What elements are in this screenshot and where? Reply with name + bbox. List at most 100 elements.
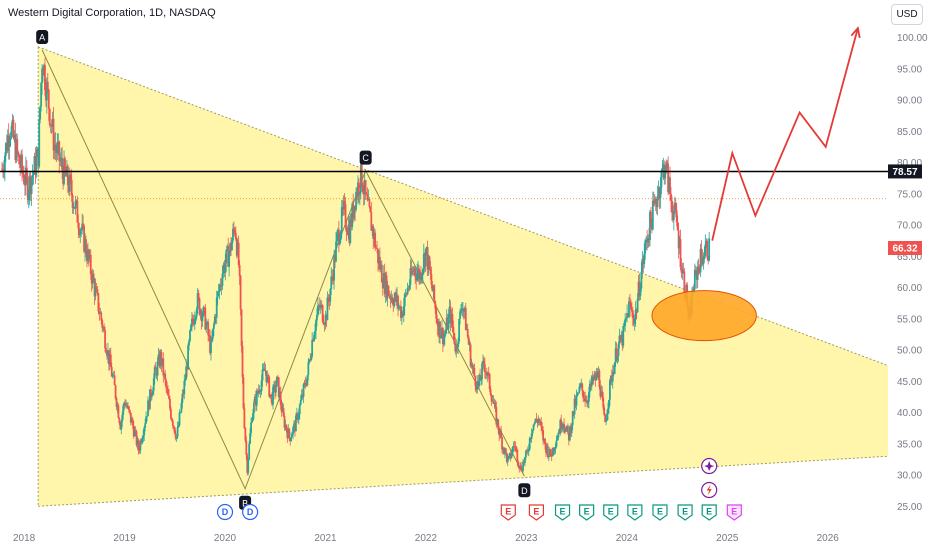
candle	[147, 396, 149, 417]
candle	[600, 384, 603, 397]
candle-body	[442, 337, 445, 345]
candle	[616, 354, 619, 364]
candle	[280, 399, 283, 417]
candle-body	[707, 257, 710, 261]
candle-body	[192, 321, 195, 325]
candle-body	[441, 327, 443, 337]
candle-body	[493, 402, 496, 404]
candle-body	[682, 269, 685, 272]
candle-body	[75, 200, 78, 202]
candle-body	[626, 313, 628, 318]
candle-body	[681, 269, 684, 273]
y-tick-label: 50.00	[897, 346, 922, 357]
candle	[413, 265, 416, 277]
candle-body	[341, 207, 344, 210]
candle-body	[129, 412, 132, 423]
candle-body	[557, 432, 560, 438]
candle-body	[133, 430, 136, 437]
candle	[343, 193, 346, 216]
candle	[704, 234, 707, 258]
candle	[150, 392, 153, 401]
candle	[545, 441, 547, 457]
candle	[168, 389, 170, 400]
candle	[48, 107, 51, 128]
candle	[277, 377, 280, 399]
candle-body	[488, 373, 491, 390]
candle-body	[117, 405, 120, 419]
candle	[67, 176, 70, 196]
candle	[251, 416, 253, 424]
candle	[281, 402, 284, 413]
candle	[30, 177, 33, 206]
candle	[265, 370, 268, 387]
candle	[346, 228, 349, 236]
candle	[387, 285, 390, 296]
candle-body	[344, 204, 347, 228]
candle-body	[307, 362, 310, 376]
candle	[278, 387, 281, 402]
candle-body	[403, 294, 406, 307]
candle-body	[81, 223, 84, 231]
candle	[400, 300, 402, 322]
candle-body	[502, 447, 504, 450]
candle-body	[567, 432, 570, 441]
candle-body	[449, 306, 452, 324]
candle-body	[508, 452, 511, 457]
candle	[85, 235, 87, 258]
candle	[329, 288, 332, 306]
candle	[342, 195, 345, 216]
candle-body	[622, 325, 625, 346]
candle-body	[522, 461, 524, 471]
candle-body	[211, 338, 213, 342]
candle	[693, 263, 696, 294]
candle-body	[328, 301, 331, 302]
candle-body	[480, 379, 482, 381]
candle	[570, 422, 573, 438]
candle-body	[500, 430, 503, 438]
candle	[13, 130, 16, 143]
candle	[478, 373, 481, 390]
candle	[144, 418, 147, 432]
candle-body	[492, 401, 495, 404]
candle-body	[257, 390, 260, 394]
currency-button[interactable]: USD	[891, 4, 923, 25]
candle-body	[396, 295, 398, 303]
candle-body	[217, 291, 220, 293]
candle	[402, 297, 405, 323]
candle	[218, 283, 221, 300]
candle	[617, 341, 620, 363]
candle	[81, 213, 84, 235]
candle	[300, 389, 303, 402]
candle-body	[105, 348, 107, 353]
candle-body	[91, 273, 94, 284]
candle-body	[496, 419, 499, 425]
candle-body	[542, 430, 544, 441]
candle-body	[544, 438, 546, 445]
candle	[450, 309, 453, 328]
candle	[467, 335, 470, 346]
candle-body	[286, 430, 289, 439]
candle-body	[523, 461, 525, 463]
candle-body	[305, 385, 308, 386]
candle	[463, 305, 466, 319]
candle	[471, 362, 474, 374]
candle	[302, 382, 305, 404]
candle-body	[602, 397, 605, 408]
candle	[201, 312, 204, 327]
candle-body	[348, 224, 351, 243]
candle	[354, 205, 356, 222]
candle-body	[61, 157, 64, 170]
candle-body	[77, 222, 80, 229]
candle-body	[15, 139, 18, 161]
candle	[677, 222, 680, 259]
candle-body	[565, 428, 567, 432]
candle	[262, 363, 265, 372]
candle	[73, 206, 76, 210]
event-marker-earnings-beat: E	[627, 504, 643, 521]
candle-body	[273, 384, 275, 387]
candle	[389, 293, 392, 308]
candle-body	[669, 177, 671, 194]
candle-body	[675, 210, 678, 223]
candle-body	[262, 368, 265, 370]
